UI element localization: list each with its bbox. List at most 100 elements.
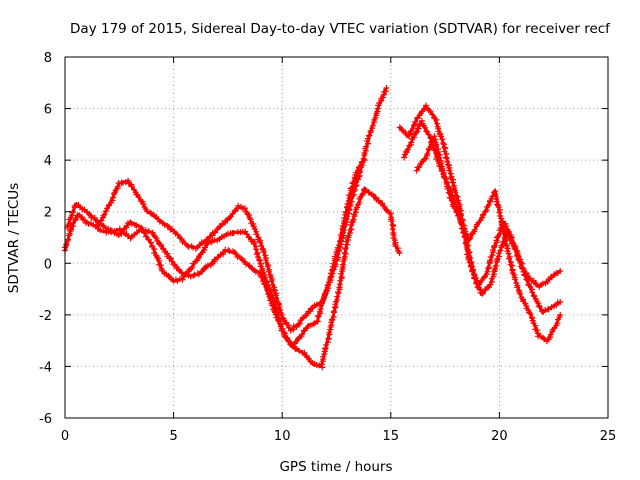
series-arc-3 (94, 186, 403, 371)
data-point (64, 236, 71, 243)
data-point (108, 229, 115, 236)
data-point (114, 183, 121, 190)
data-point (500, 230, 507, 237)
x-tick-label: 20 (491, 429, 508, 444)
data-point (128, 183, 135, 190)
data-point (235, 202, 242, 209)
data-point (489, 247, 496, 253)
data-point (329, 266, 336, 273)
data-point (148, 239, 154, 246)
data-point (264, 263, 271, 270)
data-point (538, 308, 545, 315)
data-point (354, 204, 361, 211)
data-point (471, 226, 478, 233)
y-tick-label: -2 (39, 309, 52, 324)
data-point (557, 311, 564, 318)
data-point (521, 272, 528, 279)
data-point (144, 208, 151, 215)
data-point (527, 310, 534, 317)
data-point (147, 209, 154, 216)
data-point (485, 264, 492, 271)
data-point (524, 277, 531, 284)
data-point (411, 122, 417, 129)
data-point (171, 261, 178, 268)
data-point (314, 318, 321, 325)
data-point (253, 251, 260, 258)
data-point (120, 180, 126, 187)
data-point (153, 235, 160, 242)
data-point (423, 128, 430, 134)
data-point (109, 197, 116, 204)
data-point (469, 263, 476, 270)
data-point (332, 261, 339, 268)
data-point (81, 217, 88, 224)
data-point (517, 291, 523, 297)
data-point (529, 289, 536, 296)
data-point (246, 262, 253, 269)
data-point (497, 247, 504, 254)
data-point (242, 261, 249, 268)
data-point (359, 158, 366, 165)
data-point (496, 209, 503, 216)
data-point (268, 277, 275, 284)
data-point (296, 320, 303, 327)
data-point (140, 201, 147, 207)
data-point (372, 115, 379, 121)
data-point (265, 268, 272, 275)
data-point (439, 136, 446, 143)
data-point (448, 197, 455, 204)
data-point (427, 108, 434, 115)
data-point (444, 185, 451, 192)
data-point (498, 221, 505, 228)
data-point (178, 235, 185, 242)
data-point (212, 229, 219, 236)
data-point (341, 249, 348, 256)
plot-frame (64, 56, 609, 419)
data-point (219, 220, 226, 227)
data-point (178, 269, 185, 276)
data-point (310, 321, 317, 328)
data-point (442, 145, 449, 152)
data-point (520, 268, 527, 275)
data-point (105, 228, 112, 235)
data-point (485, 265, 492, 272)
data-point (102, 208, 109, 214)
data-point (466, 236, 473, 243)
data-point (422, 124, 429, 131)
data-point (431, 133, 438, 140)
data-point (311, 320, 318, 327)
data-point (69, 209, 76, 216)
data-point (113, 227, 120, 234)
data-point (495, 204, 502, 211)
data-point (438, 165, 445, 172)
y-tick-label: 8 (44, 51, 52, 66)
data-point (279, 325, 286, 332)
data-point (547, 331, 554, 338)
data-point (491, 242, 498, 249)
data-point (396, 249, 403, 256)
data-point (413, 167, 420, 174)
data-point (142, 227, 149, 234)
data-point (424, 151, 431, 157)
data-point (258, 274, 265, 281)
data-point (433, 143, 440, 149)
data-point (454, 193, 461, 200)
data-point (342, 245, 349, 252)
data-point (135, 194, 142, 201)
data-point (333, 257, 340, 264)
data-point (302, 313, 308, 320)
x-axis-ticks: 0 5 10 15 20 25 (61, 57, 616, 444)
data-point (454, 209, 461, 216)
data-point (499, 225, 506, 232)
data-point (367, 127, 374, 134)
data-point (225, 247, 232, 254)
data-point (344, 241, 351, 248)
data-point (115, 232, 122, 239)
x-tick-label: 5 (169, 429, 177, 444)
data-point (401, 154, 408, 161)
data-point (338, 274, 345, 280)
data-point (174, 231, 181, 238)
data-point (468, 260, 475, 267)
data-point (244, 231, 250, 238)
data-point (256, 257, 263, 264)
